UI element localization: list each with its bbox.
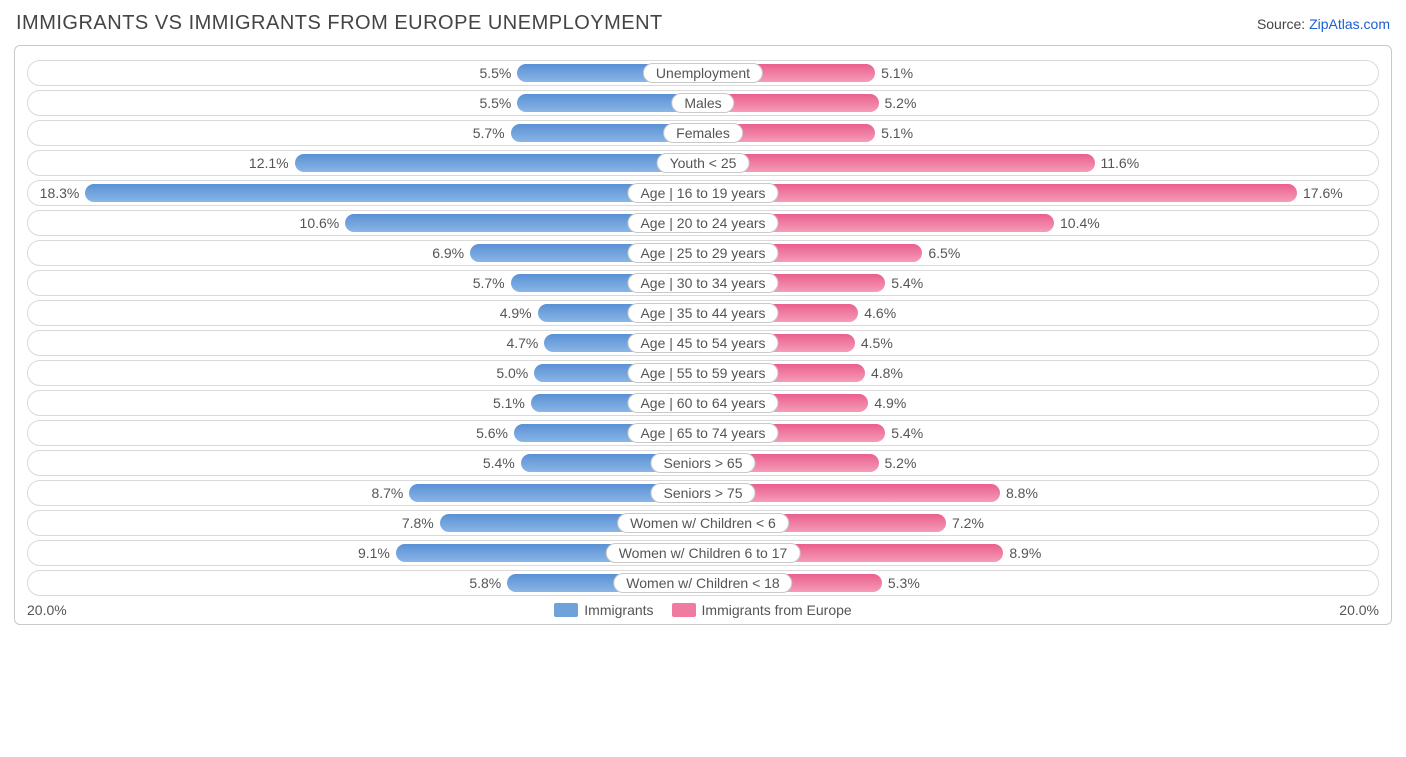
bar-row: 5.1% 4.9% Age | 60 to 64 years [27,390,1379,416]
bar-row: 6.9% 6.5% Age | 25 to 29 years [27,240,1379,266]
value-label-left: 18.3% [40,181,86,205]
bar-row: 12.1% 11.6% Youth < 25 [27,150,1379,176]
bar-row: 5.8% 5.3% Women w/ Children < 18 [27,570,1379,596]
value-label-right: 7.2% [946,511,984,535]
value-label-left: 5.8% [469,571,507,595]
category-pill: Males [671,93,734,113]
bar-row: 7.8% 7.2% Women w/ Children < 6 [27,510,1379,536]
legend-item-left: Immigrants [554,602,653,618]
category-pill: Females [663,123,743,143]
bar-row: 5.7% 5.1% Females [27,120,1379,146]
bar-row: 5.7% 5.4% Age | 30 to 34 years [27,270,1379,296]
value-label-right: 17.6% [1297,181,1343,205]
value-label-right: 5.2% [879,451,917,475]
chart-container: 5.5% 5.1% Unemployment 5.5% 5.2% Males 5.7% 5.1… [14,45,1392,625]
category-pill: Age | 45 to 54 years [627,333,778,353]
category-pill: Age | 20 to 24 years [627,213,778,233]
legend-item-right: Immigrants from Europe [672,602,852,618]
bar-row: 5.5% 5.2% Males [27,90,1379,116]
category-pill: Age | 16 to 19 years [627,183,778,203]
value-label-right: 8.8% [1000,481,1038,505]
bar-row: 8.7% 8.8% Seniors > 75 [27,480,1379,506]
chart-header: IMMIGRANTS VS IMMIGRANTS FROM EUROPE UNE… [14,12,1392,35]
bar-left [295,154,703,172]
chart-rows: 5.5% 5.1% Unemployment 5.5% 5.2% Males 5.7% 5.1… [15,60,1391,596]
value-label-right: 5.2% [879,91,917,115]
value-label-right: 4.5% [855,331,893,355]
category-pill: Age | 60 to 64 years [627,393,778,413]
category-pill: Seniors > 75 [651,483,756,503]
value-label-left: 4.7% [506,331,544,355]
chart-footer: 20.0% Immigrants Immigrants from Europe … [27,602,1379,618]
bar-row: 4.7% 4.5% Age | 45 to 54 years [27,330,1379,356]
bar-row: 10.6% 10.4% Age | 20 to 24 years [27,210,1379,236]
value-label-left: 5.5% [479,61,517,85]
value-label-left: 5.6% [476,421,514,445]
value-label-left: 7.8% [402,511,440,535]
bar-right [703,184,1297,202]
bar-row: 5.6% 5.4% Age | 65 to 74 years [27,420,1379,446]
value-label-left: 8.7% [371,481,409,505]
value-label-right: 6.5% [922,241,960,265]
source-link[interactable]: ZipAtlas.com [1309,16,1390,32]
bar-row: 4.9% 4.6% Age | 35 to 44 years [27,300,1379,326]
axis-max-left: 20.0% [27,602,67,618]
value-label-right: 5.4% [885,421,923,445]
value-label-left: 5.7% [473,271,511,295]
value-label-right: 4.9% [868,391,906,415]
bar-right [703,154,1095,172]
value-label-right: 10.4% [1054,211,1100,235]
value-label-left: 5.7% [473,121,511,145]
value-label-left: 4.9% [500,301,538,325]
bar-row: 18.3% 17.6% Age | 16 to 19 years [27,180,1379,206]
value-label-right: 11.6% [1095,151,1140,175]
legend-label-left: Immigrants [584,602,653,618]
legend-label-right: Immigrants from Europe [702,602,852,618]
value-label-left: 12.1% [249,151,295,175]
chart-title: IMMIGRANTS VS IMMIGRANTS FROM EUROPE UNE… [16,12,663,35]
value-label-right: 8.9% [1003,541,1041,565]
bar-row: 5.0% 4.8% Age | 55 to 59 years [27,360,1379,386]
value-label-left: 9.1% [358,541,396,565]
category-pill: Seniors > 65 [651,453,756,473]
value-label-right: 4.8% [865,361,903,385]
legend-swatch-right [672,603,696,617]
value-label-left: 5.1% [493,391,531,415]
value-label-right: 4.6% [858,301,896,325]
legend: Immigrants Immigrants from Europe [67,602,1340,618]
category-pill: Age | 55 to 59 years [627,363,778,383]
category-pill: Women w/ Children < 18 [613,573,792,593]
value-label-right: 5.3% [882,571,920,595]
bar-row: 5.5% 5.1% Unemployment [27,60,1379,86]
value-label-left: 6.9% [432,241,470,265]
category-pill: Age | 25 to 29 years [627,243,778,263]
value-label-right: 5.4% [885,271,923,295]
value-label-left: 5.5% [479,91,517,115]
source-attribution: Source: ZipAtlas.com [1257,16,1390,32]
category-pill: Age | 35 to 44 years [627,303,778,323]
bar-left [85,184,703,202]
category-pill: Women w/ Children 6 to 17 [606,543,801,563]
source-prefix: Source: [1257,16,1309,32]
value-label-right: 5.1% [875,121,913,145]
bar-row: 5.4% 5.2% Seniors > 65 [27,450,1379,476]
value-label-right: 5.1% [875,61,913,85]
category-pill: Age | 30 to 34 years [627,273,778,293]
legend-swatch-left [554,603,578,617]
category-pill: Unemployment [643,63,763,83]
category-pill: Women w/ Children < 6 [617,513,789,533]
value-label-left: 5.4% [483,451,521,475]
value-label-left: 10.6% [300,211,346,235]
axis-max-right: 20.0% [1339,602,1379,618]
category-pill: Youth < 25 [657,153,750,173]
bar-row: 9.1% 8.9% Women w/ Children 6 to 17 [27,540,1379,566]
category-pill: Age | 65 to 74 years [627,423,778,443]
value-label-left: 5.0% [496,361,534,385]
